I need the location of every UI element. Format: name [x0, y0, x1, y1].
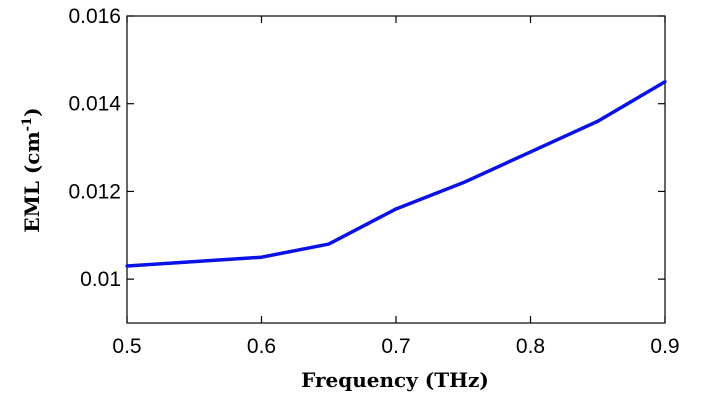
x-tick-label: 0.9: [650, 335, 679, 358]
axis-ticks: [126, 15, 666, 323]
plot-frame: [126, 15, 666, 324]
y-axis-title-close: ): [20, 107, 44, 116]
x-tick-label: 0.8: [516, 335, 545, 358]
plot-area: [125, 15, 667, 324]
x-axis-title: Frequency (THz): [301, 368, 489, 392]
y-tick-label: 0.016: [68, 5, 121, 28]
y-tick-label: 0.01: [80, 268, 121, 291]
x-tick-label: 0.5: [112, 335, 141, 358]
tick-labels: 0.5 0.6 0.7 0.8 0.9 0.01 0.012 0.014 0.016: [68, 5, 679, 358]
x-tick-label: 0.6: [247, 335, 276, 358]
y-axis-title-main: EML (cm: [20, 131, 44, 232]
data-point: [394, 207, 398, 211]
y-axis-title-superscript: -1: [20, 117, 35, 131]
data-point: [528, 150, 533, 154]
data-point: [327, 242, 331, 246]
y-tick-label: 0.012: [68, 180, 121, 203]
y-axis-title: EML (cm-1): [20, 107, 44, 232]
data-point: [461, 181, 465, 185]
data-point: [663, 80, 667, 84]
data-point: [259, 255, 264, 259]
x-tick-label: 0.7: [381, 335, 410, 358]
data-point: [125, 264, 129, 268]
y-tick-label: 0.014: [68, 93, 121, 116]
series-line-0: [126, 80, 666, 268]
data-point: [596, 119, 600, 123]
